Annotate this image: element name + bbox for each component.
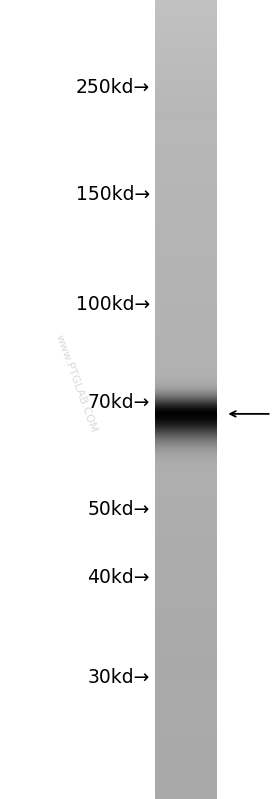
Text: 70kd→: 70kd→ (87, 393, 150, 412)
Text: www.PTGLAB.COM: www.PTGLAB.COM (53, 333, 98, 434)
Text: 40kd→: 40kd→ (87, 568, 150, 587)
Text: 150kd→: 150kd→ (76, 185, 150, 205)
Text: 100kd→: 100kd→ (76, 295, 150, 314)
Text: 30kd→: 30kd→ (87, 668, 150, 687)
Text: 50kd→: 50kd→ (87, 500, 150, 519)
Text: 250kd→: 250kd→ (76, 78, 150, 97)
